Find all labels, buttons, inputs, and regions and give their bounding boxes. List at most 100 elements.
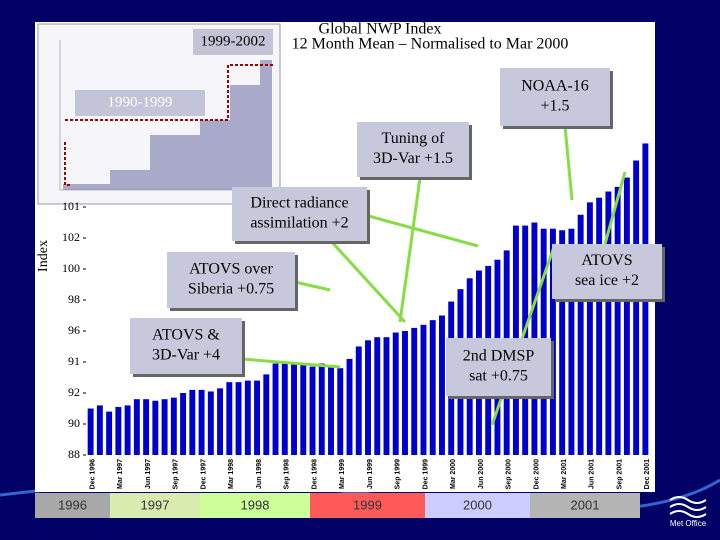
year-band <box>530 493 640 518</box>
bar <box>96 405 103 455</box>
annotation-text: 2nd DMSP <box>463 348 535 365</box>
year-label: 1999 <box>353 497 382 512</box>
bar <box>383 337 390 455</box>
bar <box>272 363 279 455</box>
bar <box>420 324 427 455</box>
bar <box>87 408 94 455</box>
x-tick-label: Dec 1999 <box>422 459 429 489</box>
annotation-box <box>552 244 662 299</box>
arrow <box>563 125 574 201</box>
bar <box>346 358 353 455</box>
year-label: 1996 <box>58 497 87 512</box>
x-tick-label: Dec 2001 <box>644 459 651 489</box>
annotation-text: Siberia +0.75 <box>188 281 274 298</box>
bar <box>614 186 621 455</box>
bar <box>161 399 168 455</box>
bar <box>281 363 288 455</box>
x-tick-label: Sep 1998 <box>284 459 291 489</box>
year-band <box>110 493 200 518</box>
arrow <box>294 280 331 292</box>
bar <box>309 366 316 455</box>
bar <box>133 399 140 455</box>
bar <box>152 400 159 455</box>
y-tick-label: 100 <box>62 261 80 275</box>
inset-bracket <box>64 64 275 186</box>
bar <box>623 177 630 456</box>
bar <box>226 382 233 455</box>
y-tick-label: 88 <box>68 447 80 461</box>
bar <box>106 411 113 455</box>
bar <box>198 389 205 455</box>
annotation-text: ATOVS & <box>152 327 220 344</box>
annotation-text: NOAA-16 <box>521 78 589 95</box>
x-tick-label: Jun 2001 <box>589 459 596 489</box>
logo-text: Met Office <box>670 519 707 528</box>
y-tick-label: 98 <box>68 292 80 306</box>
year-label: 1998 <box>241 497 270 512</box>
y-tick-label: 90 <box>68 416 80 430</box>
y-tick-label: 102 <box>62 230 80 244</box>
x-tick-label: Sep 1999 <box>395 459 402 489</box>
bar <box>392 332 399 455</box>
bar <box>605 191 612 455</box>
bar <box>207 391 214 455</box>
bar <box>365 340 371 455</box>
bar <box>328 365 334 455</box>
bar <box>115 406 122 455</box>
annotation-text: Tuning of <box>382 130 446 147</box>
bar <box>189 389 196 455</box>
arrow <box>398 177 422 323</box>
y-tick-label: 96 <box>68 323 80 337</box>
bar <box>596 197 603 455</box>
bar <box>254 380 261 455</box>
chart-subtitle: 12 Month Mean – Normalised to Mar 2000 <box>292 36 569 53</box>
annotation-box <box>357 122 469 177</box>
annotation-box <box>446 338 551 396</box>
arrow <box>603 171 627 245</box>
year-band <box>35 493 110 518</box>
y-tick-label: 91 <box>68 354 80 368</box>
label-box <box>75 90 205 116</box>
year-band <box>310 493 425 518</box>
x-tick-label: Sep 2001 <box>616 459 623 489</box>
bar <box>633 160 640 455</box>
x-tick-label: Dec 2000 <box>533 459 540 489</box>
bar <box>244 380 251 455</box>
x-tick-label: Mar 2000 <box>450 459 457 489</box>
bar <box>124 405 131 455</box>
bar <box>559 230 566 455</box>
label-box-text: 1990-1999 <box>108 94 173 110</box>
annotation-text: sat +0.75 <box>469 368 528 385</box>
bar <box>263 374 270 455</box>
x-tick-label: Dec 1998 <box>311 459 318 489</box>
x-tick-label: Mar 2001 <box>561 459 568 489</box>
annotation-box <box>232 187 367 241</box>
x-tick-label: Sep 1997 <box>173 459 180 489</box>
year-label: 1997 <box>141 497 170 512</box>
annotation-text: 3D-Var +1.5 <box>373 150 453 167</box>
label-box <box>193 29 273 55</box>
bar <box>300 363 307 455</box>
bar <box>180 393 187 455</box>
label-box-text: 1999-2002 <box>201 33 266 49</box>
y-tick-label: 101 <box>62 199 80 213</box>
x-tick-label: Mar 1998 <box>228 459 235 489</box>
bar <box>577 214 584 455</box>
x-tick-label: Jun 1998 <box>256 459 263 489</box>
annotation-text: +1.5 <box>540 98 569 115</box>
year-band <box>200 493 310 518</box>
bar <box>170 397 177 455</box>
x-tick-label: Jun 1999 <box>367 459 374 489</box>
bar <box>568 228 575 455</box>
x-tick-label: Jun 1997 <box>145 459 152 489</box>
bar <box>217 388 224 455</box>
bar <box>411 327 418 455</box>
arrow <box>229 356 341 369</box>
annotation-text: ATOVS over <box>189 261 273 278</box>
bar <box>586 202 593 455</box>
annotation-box <box>167 252 295 308</box>
arrow <box>328 238 407 324</box>
bar <box>402 331 408 455</box>
